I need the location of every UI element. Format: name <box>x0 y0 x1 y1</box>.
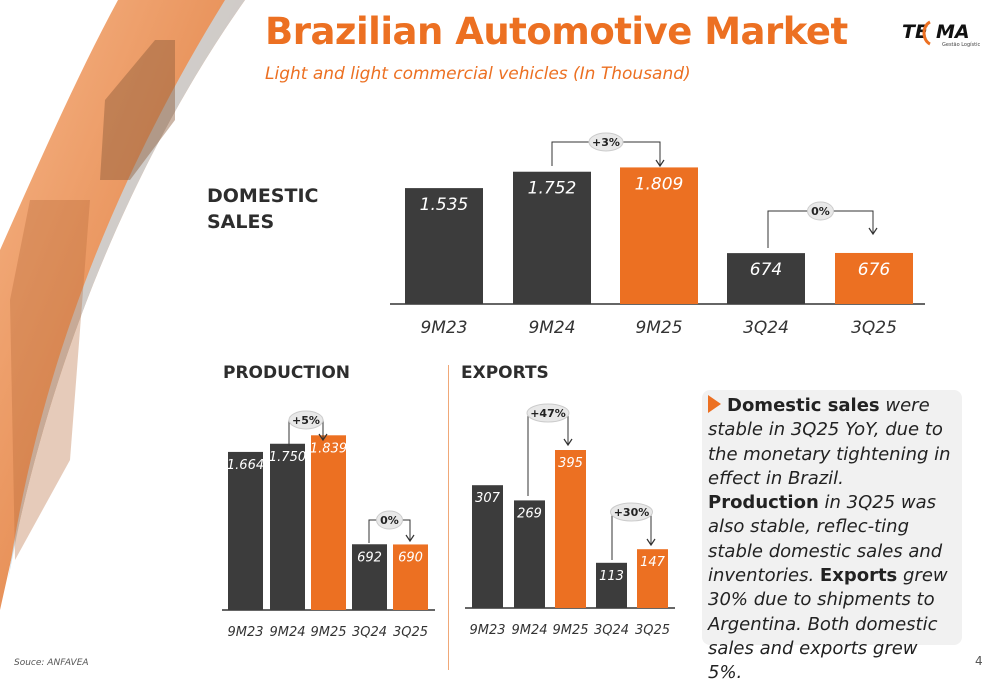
commentary-box: Domestic sales were stable in 3Q25 YoY, … <box>702 390 962 683</box>
category-label: 3Q24 <box>743 318 789 338</box>
category-label: 9M23 <box>420 318 467 338</box>
bar-9M24 <box>513 171 591 304</box>
category-label: 3Q24 <box>352 625 387 640</box>
page-number: 4 <box>975 654 983 668</box>
value-label: 1.750 <box>269 450 306 465</box>
value-label: 147 <box>640 555 666 570</box>
growth-annotation: 0% <box>368 510 415 543</box>
growth-label: 0% <box>811 205 830 218</box>
bar-3Q24 <box>727 253 805 304</box>
growth-pill <box>288 410 324 430</box>
domestic-chart: 1.535 9M23 1.752 9M24 1.809 9M25 674 3Q24 676 3Q2… <box>390 132 925 338</box>
growth-pill <box>807 201 834 221</box>
growth-annotation: 0% <box>767 201 878 248</box>
value-label: 307 <box>475 491 501 506</box>
category-label: 9M23 <box>227 625 263 640</box>
exports-heading: EXPORTS <box>461 363 549 383</box>
category-label: 9M25 <box>635 318 682 338</box>
production-heading: PRODUCTION <box>223 363 350 383</box>
bar-9M23 <box>405 188 483 304</box>
category-label: 9M25 <box>310 625 346 640</box>
production-chart: 1.664 9M23 1.750 9M24 1.839 9M25 692 3Q24 690 3Q2… <box>222 410 435 640</box>
category-label: 3Q25 <box>635 623 670 638</box>
decorative-banner-image <box>0 0 245 610</box>
category-label: 9M24 <box>511 623 547 638</box>
bar-9M23 <box>472 485 503 608</box>
growth-annotation: +30% <box>610 502 656 560</box>
value-label: 1.809 <box>635 174 684 194</box>
value-label: 395 <box>558 456 583 471</box>
svg-text:TE: TE <box>902 21 928 43</box>
growth-pill <box>610 502 653 522</box>
bar-9M23 <box>228 451 263 610</box>
growth-label: 0% <box>380 514 399 527</box>
bar-9M25 <box>620 167 698 304</box>
bar-3Q24 <box>352 544 387 610</box>
category-label: 3Q24 <box>594 623 629 638</box>
growth-pill <box>526 403 570 423</box>
divider <box>448 365 449 670</box>
growth-label: +3% <box>592 136 620 149</box>
growth-annotation: +47% <box>526 403 573 496</box>
growth-label: +47% <box>530 407 566 420</box>
arrow-down-icon <box>318 433 328 442</box>
bar-9M24 <box>270 443 305 610</box>
note-text-2: in 3Q25 was also stable, reflec-ting sta… <box>708 492 943 587</box>
value-label: 1.839 <box>310 441 347 456</box>
arrow-down-icon <box>563 438 573 447</box>
chevron-right-icon <box>708 395 721 413</box>
domestic-sales-heading: DOMESTIC SALES <box>207 185 319 233</box>
value-label: 690 <box>398 550 423 565</box>
arrow-down-icon <box>868 227 878 236</box>
growth-annotation: +5% <box>288 410 328 446</box>
category-label: 9M25 <box>552 623 588 638</box>
note-bold-1: Domestic sales <box>727 395 880 416</box>
note-text-3: grew 30% due to shipments to Argentina. … <box>708 565 948 684</box>
note-bold-3: Exports <box>819 565 898 587</box>
bar-3Q25 <box>637 549 668 608</box>
value-label: 676 <box>858 260 891 280</box>
value-label: 1.752 <box>528 179 577 199</box>
value-label: 692 <box>357 550 382 565</box>
arrow-down-icon <box>646 538 656 547</box>
growth-pill <box>588 132 624 152</box>
category-label: 9M24 <box>528 318 575 338</box>
page-title: Brazilian Automotive Market <box>265 10 848 53</box>
page-subtitle: Light and light commercial vehicles (In … <box>265 64 691 84</box>
bar-9M25 <box>555 450 586 608</box>
bar-3Q24 <box>596 562 627 608</box>
bar-3Q25 <box>835 252 913 304</box>
arrow-down-icon <box>655 159 665 168</box>
category-label: 3Q25 <box>393 625 428 640</box>
arrow-down-icon <box>405 534 415 543</box>
svg-text:MA: MA <box>936 21 970 43</box>
bar-9M25 <box>311 435 346 610</box>
category-label: 9M23 <box>469 623 505 638</box>
note-text-1: were stable in 3Q25 YoY, due to the mone… <box>708 395 951 489</box>
value-label: 674 <box>750 260 782 280</box>
svg-text:Gestão Logística: Gestão Logística <box>942 41 980 48</box>
value-label: 113 <box>599 569 624 584</box>
bar-3Q25 <box>393 544 428 610</box>
growth-annotation: +3% <box>551 132 665 168</box>
category-label: 3Q25 <box>851 318 897 338</box>
value-label: 1.535 <box>420 195 469 215</box>
growth-label: +5% <box>292 414 320 427</box>
value-label: 1.664 <box>227 458 264 473</box>
note-bold-2: Production <box>708 492 819 514</box>
value-label: 269 <box>517 506 542 521</box>
source-note: Souce: ANFAVEA <box>14 658 89 668</box>
category-label: 9M24 <box>269 625 305 640</box>
growth-label: +30% <box>614 506 650 519</box>
tegma-logo: TE MA Gestão Logística <box>902 20 980 48</box>
bar-9M24 <box>514 500 545 608</box>
exports-chart: 307 9M23 269 9M24 395 9M25 113 3Q24 147 3Q25 +47% +… <box>465 403 675 638</box>
growth-pill <box>376 510 403 530</box>
